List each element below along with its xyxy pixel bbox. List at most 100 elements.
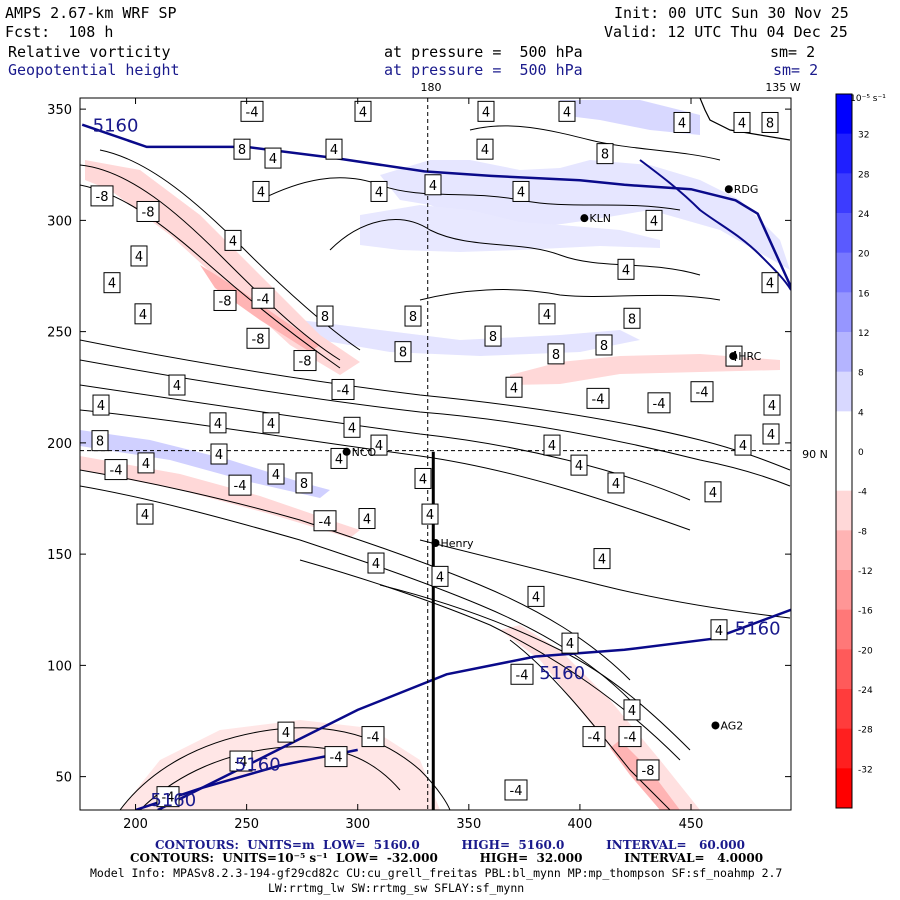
- colorbar-segment: [836, 689, 852, 730]
- vorticity-label-box: [645, 209, 663, 231]
- vorticity-label: 4: [575, 459, 583, 474]
- x-tick-label: 250: [234, 817, 259, 830]
- station-label: AG2: [720, 719, 743, 732]
- contours-vorticity: CONTOURS: UNITS=10⁻⁵ s⁻¹ LOW= -32.000 HI…: [130, 851, 764, 865]
- vorticity-label-box: [136, 503, 154, 525]
- vorticity-label: 4: [214, 417, 222, 432]
- vorticity-label: 8: [600, 339, 608, 354]
- vorticity-label: 8: [766, 116, 774, 131]
- vorticity-label-box: [331, 378, 355, 400]
- vorticity-label: -8: [252, 332, 265, 347]
- colorbar-tick: -8: [858, 527, 867, 537]
- vorticity-label: 4: [335, 452, 343, 467]
- station-marker: [724, 185, 733, 194]
- vorticity-label-box: [734, 434, 752, 456]
- vorticity-label-box: [570, 454, 588, 476]
- station-label: KLN: [589, 212, 611, 225]
- vorticity-label: -4: [696, 386, 709, 401]
- vorticity-label: 4: [482, 105, 490, 120]
- vorticity-label: 4: [269, 152, 277, 167]
- vorticity-label-box: [623, 307, 641, 329]
- y-tick-label: 200: [47, 437, 72, 452]
- station-marker: [580, 214, 589, 223]
- vorticity-label-box: [325, 138, 343, 160]
- colorbar-segment: [836, 411, 852, 452]
- y-tick-label: 300: [47, 214, 72, 229]
- station-marker: [729, 352, 738, 361]
- vorticity-label-box: [763, 394, 781, 416]
- vorticity-label: 4: [375, 185, 383, 200]
- plot-area: -4 4 4 4 4 4 8 8 4 4 4 8 4 4 4 4 -8 -8 4 4 4 4 4 4 -8 -4 4 8 8 4 8 -8 8 8…: [80, 98, 791, 810]
- vorticity-label-box: [229, 750, 253, 772]
- vorticity-label: 4: [622, 263, 630, 278]
- vorticity-label-box: [538, 303, 556, 325]
- vorticity-label: -4: [516, 668, 529, 683]
- vorticity-label-box: [316, 305, 334, 327]
- plot-frame: [79, 97, 792, 811]
- vorticity-label: 4: [267, 417, 275, 432]
- field2-smoothing: sm= 2: [773, 61, 819, 79]
- vorticity-label-box: [527, 585, 545, 607]
- vorticity-label-box: [547, 343, 565, 365]
- vorticity-label: -8: [219, 294, 232, 309]
- contours-geopotential: CONTOURS: UNITS=m LOW= 5160.0 HIGH= 5160…: [155, 838, 745, 852]
- colorbar-segment: [836, 213, 852, 254]
- colorbar-segment: [836, 768, 852, 809]
- vorticity-label: 4: [738, 116, 746, 131]
- vorticity-label-box: [477, 100, 495, 122]
- vorticity-label-box: [761, 111, 779, 133]
- vorticity-label: 4: [139, 308, 147, 323]
- y-tick-label: 150: [47, 548, 72, 563]
- vorticity-map: -4 4 4 4 4 4 8 8 4 4 4 8 4 4 4 4 -8 -8 4 4 4 4 4 4 -8 -4 4 8 8 4 8 -8 8 8…: [47, 81, 886, 830]
- colorbar-tick: 0: [858, 448, 864, 458]
- field1-smoothing: sm= 2: [770, 43, 816, 61]
- vorticity-label: -4: [588, 731, 601, 746]
- x-tick-label: 400: [568, 817, 593, 830]
- vorticity-label-box: [136, 200, 160, 222]
- vorticity-label: 4: [739, 439, 747, 454]
- station-label: RDG: [734, 183, 759, 196]
- colorbar-unit: 10⁻⁵ s⁻¹: [850, 94, 886, 104]
- vorticity-label-box: [504, 779, 528, 801]
- vorticity-label: 4: [709, 486, 717, 501]
- vorticity-label: 4: [598, 553, 606, 568]
- colorbar-segment: [836, 292, 852, 333]
- colorbar-frame: [835, 93, 853, 809]
- vorticity-label: 4: [563, 105, 571, 120]
- vorticity-label: -4: [319, 515, 332, 530]
- vorticity-label-box: [636, 759, 660, 781]
- colorbar-tick: 32: [858, 131, 869, 141]
- vorticity-label-box: [240, 100, 264, 122]
- vorticity-label: -4: [110, 464, 123, 479]
- vorticity-label: -4: [330, 751, 343, 766]
- vorticity-label-box: [262, 412, 280, 434]
- colorbar-tick: 24: [858, 210, 870, 220]
- vorticity-label: -4: [624, 731, 637, 746]
- model-info: Model Info: MPASv8.2.3-194-gf29cd82c CU:…: [90, 866, 783, 880]
- colorbar-tick: 28: [858, 170, 870, 180]
- vorticity-label-box: [313, 510, 337, 532]
- colorbar-tick: 12: [858, 329, 869, 339]
- vorticity-label: 8: [300, 477, 308, 492]
- vorticity-label: 8: [601, 148, 609, 163]
- vorticity-label-box: [586, 387, 610, 409]
- vorticity-label-box: [367, 552, 385, 574]
- vorticity-label: -4: [592, 392, 605, 407]
- vorticity-label-box: [90, 185, 114, 207]
- vorticity-label-box: [414, 467, 432, 489]
- vorticity-label: 4: [650, 214, 658, 229]
- vorticity-label: 4: [481, 143, 489, 158]
- colorbar-segment: [836, 94, 852, 135]
- vorticity-label-box: [224, 229, 242, 251]
- vorticity-label-box: [394, 341, 412, 363]
- geopotential-label: 5160: [93, 116, 139, 137]
- station-label: Henry: [441, 537, 475, 550]
- vorticity-label: 4: [257, 185, 265, 200]
- vorticity-label-box: [354, 100, 372, 122]
- geopotential-label: 5160: [735, 619, 781, 640]
- colorbar-segment: [836, 490, 852, 531]
- field2-name: Geopotential height: [8, 61, 180, 79]
- vorticity-label: 8: [238, 143, 246, 158]
- colorbar-tick: -4: [858, 488, 867, 498]
- vorticity-label: 4: [135, 250, 143, 265]
